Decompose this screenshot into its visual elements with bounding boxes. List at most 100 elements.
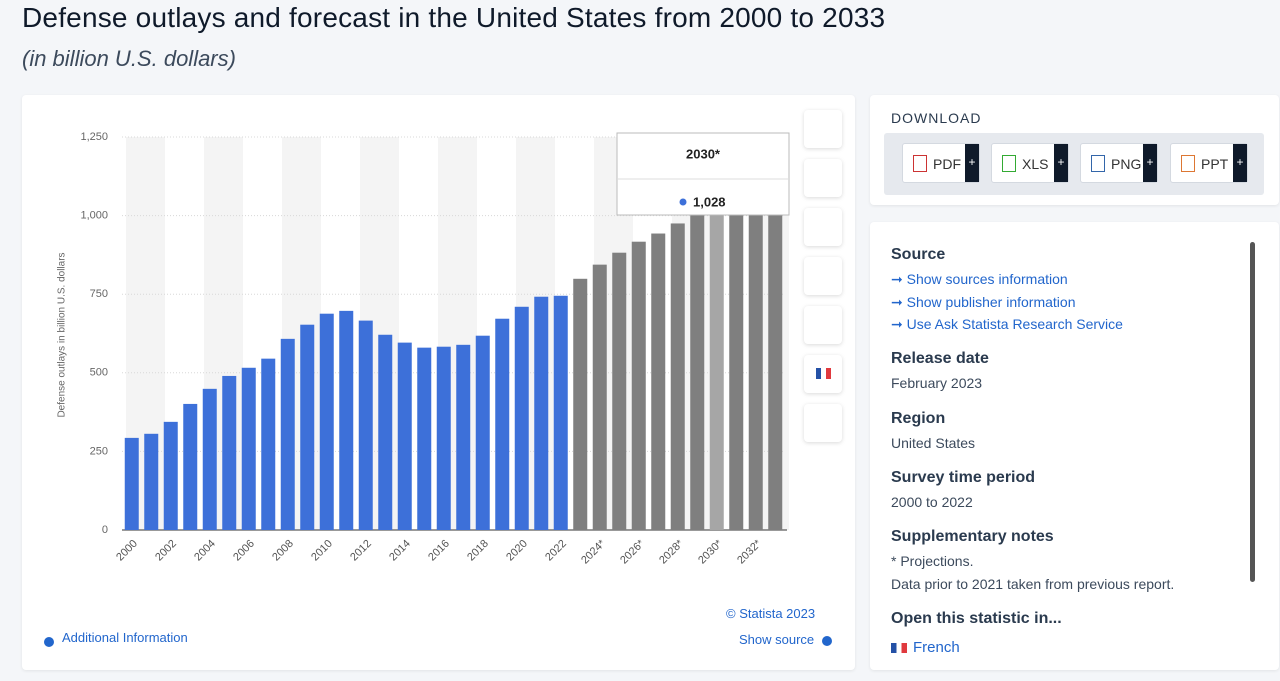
x-tick-label: 2028* [657,537,686,566]
bar [378,334,393,530]
x-tick-label: 2012 [348,538,374,564]
bar [183,403,198,530]
section-title: Region [891,410,946,427]
download-button[interactable]: PPT + [1170,143,1248,183]
x-tick-label: 2006 [231,538,257,564]
bar [631,241,646,531]
x-tick-label: 2024* [579,537,608,566]
x-tick-label: 2032* [735,537,764,566]
bar [339,310,354,530]
y-axis-label: Defense outlays in billion U.S. dollars [57,252,68,417]
bar [768,181,783,530]
source-link[interactable]: ➞ Show publisher information [891,294,1076,310]
bar [612,252,627,530]
settings-button[interactable] [804,208,842,246]
bar [300,324,315,530]
y-tick-label: 500 [90,367,108,379]
bar [436,346,451,530]
bar [514,306,529,530]
section-text: Data prior to 2021 taken from previous r… [891,576,1175,592]
bar [495,318,510,530]
bar [553,295,568,530]
bar [124,437,139,530]
print-button[interactable] [804,404,842,442]
section-text: 2000 to 2022 [891,494,973,510]
bar [241,367,256,530]
section-title: Open this statistic in... [891,610,1062,627]
source-link[interactable]: ➞ Use Ask Statista Research Service [891,316,1123,332]
source-link[interactable]: ➞ Show sources information [891,271,1068,287]
open-link[interactable]: French [913,639,960,656]
tooltip-title: 2030* [686,146,721,161]
x-tick-label: 2008 [270,538,296,564]
bar [670,223,685,530]
chart-card: Defense outlays in billion U.S. dollars … [22,95,855,670]
bar [748,188,763,530]
bar [417,347,432,530]
bar [358,320,373,530]
section-text: February 2023 [891,375,983,391]
bar [651,233,666,530]
y-tick-label: 250 [90,445,108,457]
bar [280,338,295,530]
subtitle: (in billion U.S. dollars) [22,46,236,71]
section-title: Source [891,246,946,263]
page-title: Defense outlays and forecast in the Unit… [22,2,886,33]
link-text[interactable]: Show publisher information [906,294,1076,310]
y-tick-label: 1,250 [80,131,108,143]
bar [163,421,178,530]
x-tick-label: 2016 [426,538,452,564]
bar [690,213,705,530]
info-icon [44,637,54,647]
x-tick-label: 2020 [504,538,530,564]
x-tick-label: 2014 [387,538,413,564]
copyright[interactable]: © Statista 2023 [726,606,816,621]
bar [222,375,237,530]
notify-button[interactable] [804,159,842,197]
additional-info[interactable]: Additional Information [62,630,188,645]
x-tick-label: 2030* [696,537,725,566]
cite-button[interactable] [804,306,842,344]
x-tick-label: 2000 [114,538,140,564]
share-button[interactable] [804,257,842,295]
y-tick-label: 0 [102,524,108,536]
x-tick-label: 2010 [309,538,335,564]
chart: Defense outlays in billion U.S. dollars … [57,131,790,567]
bar [456,344,471,530]
bar [144,433,159,530]
y-tick-label: 1,000 [80,210,108,222]
button-label: PPT [1201,156,1229,172]
tooltip [616,132,790,216]
bar [319,313,334,530]
y-tick-label: 750 [90,288,108,300]
bar [573,278,588,530]
x-tick-label: 2002 [153,538,179,564]
section-text: * Projections. [891,553,974,569]
scrollbar[interactable] [1250,242,1255,582]
button-label: PNG [1111,156,1142,172]
bar [709,206,724,530]
x-tick-label: 2026* [618,537,647,566]
link-text[interactable]: Use Ask Statista Research Service [906,316,1123,332]
info-icon [822,636,832,646]
tooltip-value: 1,028 [693,194,726,209]
download-button[interactable]: PDF + [902,143,980,183]
bar [397,342,412,530]
bar [729,198,744,531]
language-button[interactable] [804,355,842,393]
bar [534,296,549,530]
x-tick-label: 2004 [192,538,218,564]
section-title: Release date [891,350,989,367]
section-title: Survey time period [891,469,1036,486]
download-button[interactable]: PNG + [1080,143,1158,183]
link-text[interactable]: Show sources information [906,271,1068,287]
x-tick-label: 2022 [543,538,569,564]
favorite-button[interactable] [804,110,842,148]
download-button[interactable]: XLS + [991,143,1069,183]
info-card: Source ➞ Show sources information ➞ Show… [870,222,1279,670]
flag [891,643,907,653]
button-label: PDF [933,156,961,172]
show-source[interactable]: Show source [739,632,815,647]
bar [475,335,490,530]
